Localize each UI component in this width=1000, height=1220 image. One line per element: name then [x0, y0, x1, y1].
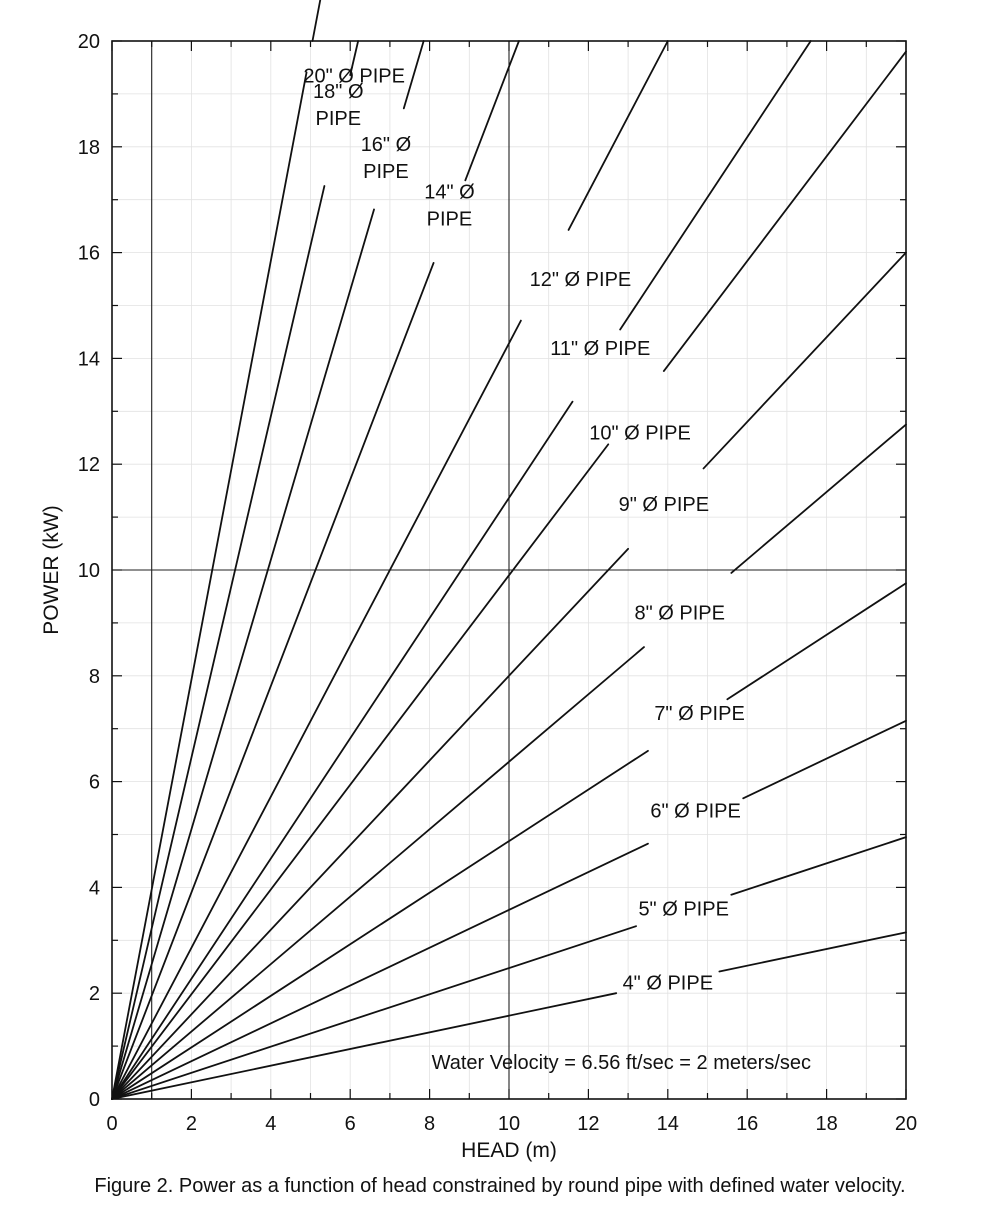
series-line-5 [111, 400, 574, 1100]
plot-frame [111, 40, 907, 1100]
series-label: 4" Ø PIPE [623, 973, 713, 995]
y-tick-label: 18 [78, 137, 100, 159]
series-line-10-upper [742, 719, 907, 800]
series-line-2-upper [402, 40, 425, 110]
series-label: 14" Ø [424, 181, 474, 203]
y-tick-label: 2 [89, 983, 100, 1005]
series-label: 6" Ø PIPE [650, 801, 740, 823]
series-label: 12" Ø PIPE [530, 269, 632, 291]
series-line-1 [111, 185, 326, 1100]
x-tick-label: 18 [815, 1113, 837, 1135]
y-tick-label: 0 [89, 1089, 100, 1111]
y-tick-label: 16 [78, 243, 100, 265]
series-line-12 [111, 992, 618, 1100]
y-tick-label: 10 [78, 560, 100, 582]
x-tick-label: 10 [498, 1113, 520, 1135]
series-line-11-upper [730, 836, 907, 896]
series-line-4 [111, 319, 522, 1100]
series-line-3 [111, 262, 435, 1100]
series-label: 20" Ø PIPE [303, 65, 405, 87]
y-tick-label: 20 [78, 31, 100, 53]
series-line-11 [111, 925, 637, 1100]
x-tick-label: 6 [345, 1113, 356, 1135]
series-line-6 [111, 443, 610, 1100]
series-line-0-upper [311, 0, 322, 42]
series-line-6-upper [662, 50, 907, 372]
x-tick-label: 0 [106, 1113, 117, 1135]
water-velocity-note: Water Velocity = 6.56 ft/sec = 2 meters/… [432, 1052, 811, 1074]
y-tick-label: 12 [78, 454, 100, 476]
x-tick-label: 8 [424, 1113, 435, 1135]
x-tick-label: 16 [736, 1113, 758, 1135]
x-tick-label: 14 [657, 1113, 679, 1135]
series-label: 16" Ø [361, 134, 411, 156]
series-label: 11" Ø PIPE [550, 338, 650, 360]
series-line-5-upper [619, 40, 812, 331]
y-tick-label: 14 [78, 348, 100, 370]
x-tick-label: 12 [577, 1113, 599, 1135]
series-line-2 [111, 208, 375, 1100]
series-line-4-upper [567, 40, 669, 231]
series-label: 9" Ø PIPE [619, 494, 709, 516]
x-tick-label: 20 [895, 1113, 917, 1135]
y-tick-labels: 0 2 4 6 8 10 12 14 16 18 20 [78, 31, 100, 1111]
series-line-8 [111, 646, 645, 1100]
series-line-7 [111, 547, 629, 1100]
series-label: 8" Ø PIPE [634, 602, 724, 624]
reference-lines [112, 41, 906, 1099]
x-tick-label: 2 [186, 1113, 197, 1135]
y-tick-label: 6 [89, 772, 100, 794]
series-label: PIPE [316, 108, 362, 130]
figure-caption: Figure 2. Power as a function of head co… [94, 1175, 905, 1197]
series-line-8-upper [730, 423, 907, 574]
series-line-9-upper [726, 582, 907, 701]
series-line-10 [111, 842, 649, 1100]
series-line-7-upper [702, 251, 907, 470]
x-axis-title: HEAD (m) [461, 1139, 557, 1162]
x-tick-labels: 0 2 4 6 8 10 12 14 16 18 20 [106, 1113, 917, 1135]
series-line-1-upper [349, 40, 360, 77]
series-line-3-upper [464, 40, 520, 182]
y-axis-title: POWER (kW) [40, 505, 63, 634]
series-line-0 [111, 71, 308, 1100]
series-label: 10" Ø PIPE [589, 422, 691, 444]
y-tick-label: 4 [89, 877, 100, 899]
series-label: 18" Ø [313, 81, 363, 103]
series-label: 5" Ø PIPE [638, 899, 728, 921]
series-line-12-upper [718, 931, 907, 973]
series-label: PIPE [427, 208, 473, 230]
series-label: 7" Ø PIPE [654, 703, 744, 725]
y-tick-label: 8 [89, 666, 100, 688]
series-lines [111, 0, 907, 1100]
x-tick-label: 4 [265, 1113, 276, 1135]
series-line-9 [111, 749, 649, 1100]
series-label: PIPE [363, 161, 409, 183]
axis-ticks [111, 40, 907, 1100]
